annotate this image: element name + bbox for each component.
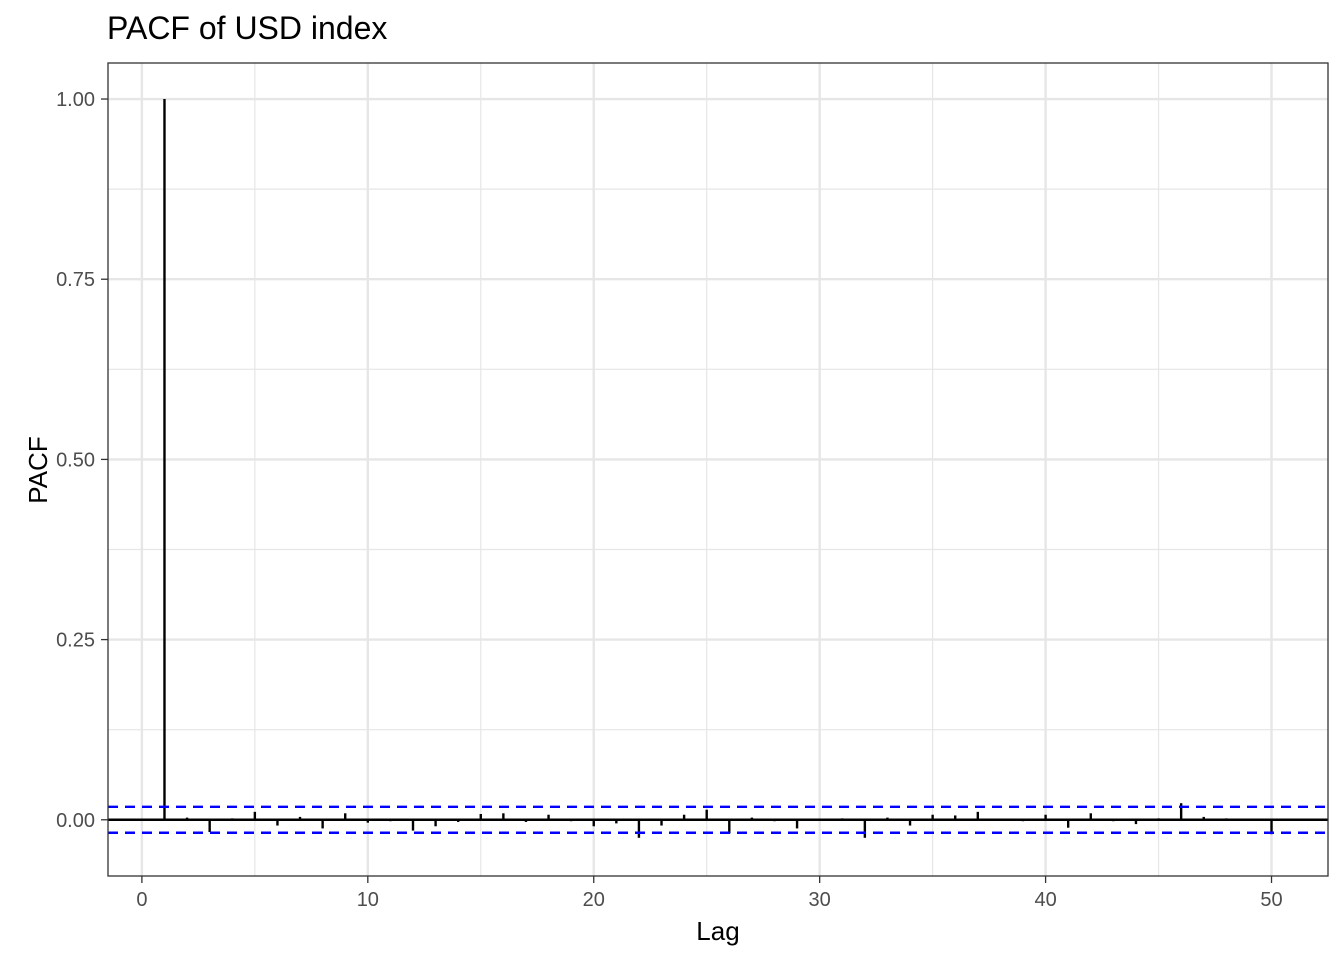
x-tick-label: 20 [583,889,605,911]
y-tick-label: 0.00 [56,810,95,832]
y-tick-label: 0.75 [56,269,95,291]
x-tick-label: 40 [1034,889,1056,911]
plot-border [107,62,1329,877]
major-gridlines [108,63,1328,876]
y-axis-title: PACF [23,436,53,503]
minor-gridlines [108,63,1328,876]
plot-background [108,63,1328,876]
chart-title: PACF of USD index [107,10,387,46]
y-axis-ticks: 0.00 0.25 0.50 0.75 1.00 [56,89,108,832]
x-tick-label: 30 [809,889,831,911]
x-tick-label: 0 [136,889,147,911]
x-axis-ticks: 0 10 20 30 40 50 [136,876,1283,911]
pacf-bars [163,99,1273,838]
y-tick-label: 1.00 [56,89,95,111]
y-tick-label: 0.25 [56,630,95,652]
x-axis-title: Lag [696,916,739,946]
y-tick-label: 0.50 [56,449,95,471]
x-tick-label: 50 [1260,889,1282,911]
x-tick-label: 10 [357,889,379,911]
